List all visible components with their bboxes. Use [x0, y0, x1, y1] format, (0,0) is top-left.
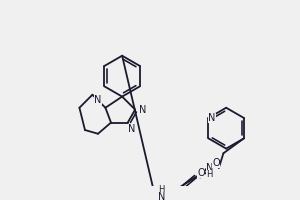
Text: O: O — [212, 158, 220, 168]
Text: N: N — [208, 113, 216, 123]
Text: N: N — [206, 163, 213, 173]
Text: N: N — [94, 95, 102, 105]
Text: H: H — [206, 170, 213, 179]
Text: N: N — [128, 124, 135, 134]
Text: H: H — [158, 185, 164, 194]
Text: N: N — [139, 105, 146, 115]
Text: N: N — [158, 192, 165, 200]
Text: O: O — [197, 168, 205, 178]
